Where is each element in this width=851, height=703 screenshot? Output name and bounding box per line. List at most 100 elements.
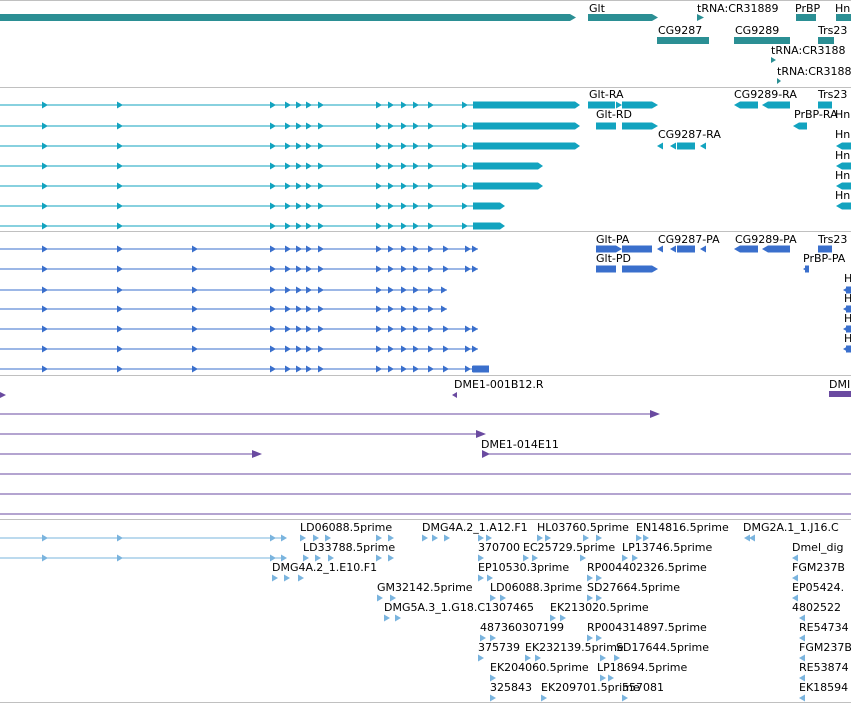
protein-label[interactable]: H xyxy=(844,272,851,285)
est-feature[interactable] xyxy=(0,534,287,542)
transcript-feature[interactable] xyxy=(0,101,580,109)
clone-feature-long[interactable] xyxy=(0,430,486,438)
est-feature[interactable] xyxy=(478,534,484,542)
est-feature[interactable] xyxy=(596,594,602,602)
est-feature[interactable] xyxy=(799,634,805,642)
transcript-label[interactable]: Glt-RA xyxy=(589,88,624,101)
transcript-feature[interactable] xyxy=(657,142,706,150)
est-feature[interactable] xyxy=(500,594,506,602)
est-label[interactable]: RP004402326.5prime xyxy=(587,561,707,574)
gene-label[interactable]: PrBP xyxy=(795,2,821,15)
est-label[interactable]: LD06088.5prime xyxy=(300,521,393,534)
est-feature[interactable] xyxy=(550,614,556,622)
est-feature[interactable] xyxy=(799,694,805,702)
gene-feature-cg9287[interactable] xyxy=(657,37,709,44)
clone-feature[interactable] xyxy=(829,391,851,397)
transcript-feature[interactable] xyxy=(622,122,652,130)
est-feature[interactable] xyxy=(608,674,614,682)
protein-feature[interactable] xyxy=(657,245,706,253)
transcript-feature[interactable] xyxy=(596,122,658,130)
est-feature[interactable] xyxy=(537,534,543,542)
protein-feature[interactable] xyxy=(803,265,809,273)
protein-feature[interactable] xyxy=(818,245,832,253)
est-feature[interactable] xyxy=(315,554,321,562)
protein-feature[interactable] xyxy=(596,245,622,253)
protein-label[interactable]: PrBP-PA xyxy=(803,252,846,265)
est-label[interactable]: HL03760.5prime xyxy=(537,521,629,534)
est-feature[interactable] xyxy=(487,574,493,582)
protein-label[interactable]: CG9289-PA xyxy=(735,233,797,246)
est-feature[interactable] xyxy=(480,634,486,642)
est-feature[interactable] xyxy=(384,614,390,622)
gene-feature-trna-3[interactable] xyxy=(777,78,781,84)
transcript-feature[interactable] xyxy=(836,142,851,150)
est-feature[interactable] xyxy=(444,534,450,542)
gene-label[interactable]: CG9287 xyxy=(658,24,703,37)
est-feature[interactable] xyxy=(541,694,547,702)
transcript-feature[interactable] xyxy=(836,202,851,210)
est-feature[interactable] xyxy=(560,614,566,622)
protein-feature[interactable] xyxy=(0,325,478,333)
gene-feature-trna-2[interactable] xyxy=(771,57,776,63)
est-label[interactable]: DMG5A.3_1.G18.C1307465 xyxy=(384,601,534,614)
protein-label[interactable]: CG9287-PA xyxy=(658,233,720,246)
gene-feature-cg9289[interactable] xyxy=(734,37,790,44)
est-feature[interactable] xyxy=(600,674,606,682)
est-feature[interactable] xyxy=(583,534,589,542)
est-label[interactable]: RP004314897.5prime xyxy=(587,621,707,634)
clone-feature-long[interactable] xyxy=(0,450,262,458)
protein-label[interactable]: Trs23 xyxy=(818,233,848,246)
est-label[interactable]: EC25729.5prime xyxy=(523,541,616,554)
transcript-label[interactable]: CG9287-RA xyxy=(658,128,721,141)
clone-label[interactable]: DME1-001B12.R xyxy=(454,378,544,391)
est-feature[interactable] xyxy=(478,574,484,582)
est-feature[interactable] xyxy=(792,594,798,602)
est-feature[interactable] xyxy=(376,534,382,542)
protein-label[interactable]: Glt-PD xyxy=(596,252,631,265)
est-label[interactable]: LP18694.5prime xyxy=(597,661,688,674)
gene-label[interactable]: Trs23 xyxy=(818,24,848,37)
est-label[interactable]: FGM237B xyxy=(799,641,851,654)
est-feature[interactable] xyxy=(596,534,602,542)
est-feature[interactable] xyxy=(587,634,593,642)
est-feature[interactable] xyxy=(313,534,319,542)
est-label[interactable]: RE53874 xyxy=(799,661,849,674)
protein-feature[interactable] xyxy=(596,265,658,273)
transcript-label[interactable]: PrBP-RA xyxy=(794,108,838,121)
transcript-feature[interactable] xyxy=(836,162,851,170)
gene-feature-trna[interactable] xyxy=(697,14,704,21)
gene-feature-glt[interactable] xyxy=(588,14,658,21)
est-label[interactable]: SD27664.5prime xyxy=(587,581,680,594)
est-feature[interactable] xyxy=(328,554,334,562)
est-feature[interactable] xyxy=(376,554,382,562)
est-label[interactable]: EK18594 xyxy=(799,681,849,694)
est-feature[interactable] xyxy=(432,534,438,542)
transcript-label[interactable]: Trs23 xyxy=(818,88,848,101)
est-feature[interactable] xyxy=(799,614,805,622)
protein-feature[interactable] xyxy=(843,305,851,313)
clone-feature[interactable] xyxy=(0,392,6,398)
transcript-label[interactable]: Hn xyxy=(835,128,851,141)
protein-feature[interactable] xyxy=(0,265,478,273)
gene-label[interactable]: tRNA:CR3188 xyxy=(771,44,846,57)
transcript-feature[interactable] xyxy=(0,122,580,130)
est-feature[interactable] xyxy=(792,554,798,562)
est-feature[interactable] xyxy=(523,554,529,562)
est-feature[interactable] xyxy=(390,594,396,602)
est-label[interactable]: LD06088.3prime xyxy=(490,581,583,594)
est-label[interactable]: 4802522 xyxy=(792,601,841,614)
est-feature[interactable] xyxy=(622,694,628,702)
transcript-feature[interactable] xyxy=(818,101,832,109)
est-feature[interactable] xyxy=(614,654,620,662)
clone-feature-dme1-014e11[interactable] xyxy=(482,450,851,458)
est-feature[interactable] xyxy=(596,574,602,582)
est-feature[interactable] xyxy=(490,674,496,682)
transcript-label[interactable]: Hn xyxy=(835,108,851,121)
protein-feature[interactable] xyxy=(843,345,851,353)
protein-label[interactable]: H xyxy=(844,312,851,325)
protein-feature[interactable] xyxy=(0,245,478,253)
gene-feature-trs23[interactable] xyxy=(818,37,834,44)
gene-label[interactable]: tRNA:CR31889 xyxy=(697,2,779,15)
